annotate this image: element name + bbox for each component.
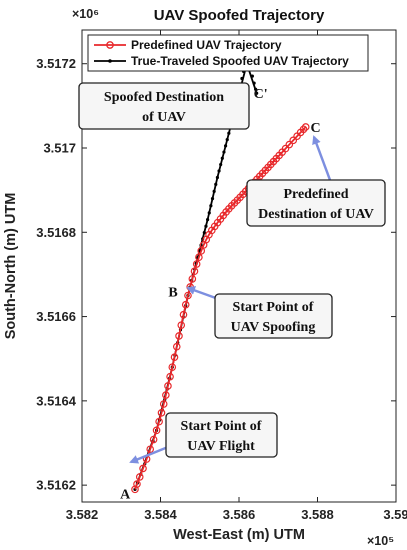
x-axis-exponent: ×10⁵ xyxy=(367,534,394,548)
spoofed-trajectory-point xyxy=(250,74,254,78)
annotation-line: Start Point of xyxy=(233,300,314,315)
predefined-trajectory-point xyxy=(285,140,294,149)
point-label: C xyxy=(310,121,320,136)
predefined-trajectory-point xyxy=(281,144,290,153)
spoofed-trajectory-point xyxy=(252,81,256,85)
predefined-trajectory-point xyxy=(195,253,203,262)
arrow-predefined-destination xyxy=(312,135,332,181)
annotation-line: Predefined xyxy=(283,187,348,202)
predefined-trajectory-point xyxy=(299,125,308,134)
x-tick-label: 3.59 xyxy=(383,507,407,522)
arrow-start-flight xyxy=(129,445,169,464)
point-label: B xyxy=(168,285,177,300)
annotation-start-spoofing: Start Point of UAV Spoofing xyxy=(214,293,333,339)
spoofed-trajectory-point xyxy=(210,196,215,201)
predefined-trajectory-point xyxy=(162,391,170,399)
annotation-line: Spoofed Destination xyxy=(104,90,224,105)
annotation-line: Start Point of xyxy=(181,419,262,434)
predefined-trajectory-point xyxy=(190,267,199,276)
predefined-trajectory-point xyxy=(170,353,179,361)
annotation-start-flight: Start Point of UAV Flight xyxy=(165,412,278,458)
predefined-trajectory-point xyxy=(146,445,155,454)
y-tick-label: 3.5172 xyxy=(36,56,76,71)
spoofed-trajectory-point xyxy=(223,144,228,148)
spoofed-trajectory-point xyxy=(217,169,221,173)
legend-marker-spoofed-dot xyxy=(108,59,112,63)
spoofed-trajectory-point xyxy=(202,230,206,235)
predefined-trajectory-point xyxy=(166,372,174,381)
spoofed-trajectory-point xyxy=(207,211,211,215)
y-axis-exponent: ×10⁶ xyxy=(72,7,99,21)
point-label: A xyxy=(120,488,131,503)
y-tick-label: 3.517 xyxy=(43,141,76,156)
spoofed-trajectory-point xyxy=(255,91,259,95)
predefined-trajectory-point xyxy=(135,473,144,481)
predefined-trajectory-point xyxy=(157,409,166,417)
point-labels: A B C C' xyxy=(120,87,320,502)
spoofed-trajectory-point xyxy=(204,224,208,228)
predefined-trajectory-point xyxy=(172,342,181,351)
spoofed-trajectory-point xyxy=(219,162,223,167)
predefined-trajectory-point xyxy=(179,310,188,319)
annotation-line: UAV Flight xyxy=(187,439,255,454)
predefined-trajectory-point xyxy=(289,136,298,145)
y-axis-label: South-North (m) UTM xyxy=(3,193,19,340)
predefined-trajectory-point xyxy=(188,275,197,283)
legend: Predefined UAV Trajectory True-Traveled … xyxy=(87,34,369,72)
spoofed-trajectory-point xyxy=(253,87,258,91)
predefined-trajectory-point xyxy=(155,417,163,426)
annotation-line: of UAV xyxy=(142,110,186,125)
predefined-trajectory-point xyxy=(152,426,161,435)
predefined-trajectory-point xyxy=(149,435,158,444)
predefined-trajectory-line xyxy=(134,126,307,490)
spoofed-trajectory-point xyxy=(222,150,226,154)
x-tick-label: 3.586 xyxy=(223,507,256,522)
predefined-trajectory-point xyxy=(175,332,183,340)
point-label: C' xyxy=(254,87,268,102)
y-tick-label: 3.5164 xyxy=(36,393,77,408)
spoofed-trajectory-point xyxy=(206,218,210,222)
x-tick-label: 3.588 xyxy=(301,507,334,522)
predefined-trajectory-point xyxy=(177,321,186,329)
spoofed-trajectory-point xyxy=(212,189,216,193)
legend-label-predefined: Predefined UAV Trajectory xyxy=(131,38,282,52)
x-tick-label: 3.582 xyxy=(66,507,99,522)
legend-label-spoofed: True-Traveled Spoofed UAV Trajectory xyxy=(131,54,349,68)
spoofed-trajectory-point xyxy=(227,131,231,135)
x-tick-label: 3.584 xyxy=(144,507,177,522)
legend-box xyxy=(87,34,369,72)
predefined-trajectory-point xyxy=(181,300,190,309)
predefined-trajectory-point xyxy=(139,464,147,473)
spoofed-trajectory-point xyxy=(240,76,244,81)
y-tick-label: 3.5162 xyxy=(36,478,76,493)
spoofed-trajectory-point xyxy=(209,204,213,208)
spoofed-trajectory-point xyxy=(214,182,218,186)
spoofed-trajectory-point xyxy=(225,137,229,142)
predefined-trajectory-point xyxy=(164,382,172,390)
annotation-spoofed-destination: Spoofed Destination of UAV xyxy=(78,82,250,130)
y-tick-label: 3.5166 xyxy=(36,309,76,324)
predefined-trajectory-point xyxy=(168,363,177,371)
annotation-line: UAV Spoofing xyxy=(231,320,316,335)
predefined-trajectory-point xyxy=(133,480,141,488)
chart-title: UAV Spoofed Trajectory xyxy=(154,7,325,24)
y-tick-label: 3.5168 xyxy=(36,225,76,240)
predefined-trajectory-point xyxy=(159,400,168,408)
legend-marker-predefined-circle xyxy=(106,41,114,49)
annotation-predefined-destination: Predefined Destination of UAV xyxy=(246,179,386,227)
spoofed-trajectory-point xyxy=(215,175,220,180)
axis-ticks: 3.582 3.584 3.586 3.588 3.59 3.5162 3.5164 3.51… xyxy=(36,30,407,522)
annotation-line: Destination of UAV xyxy=(258,207,374,222)
spoofed-trajectory-point xyxy=(220,156,224,160)
predefined-trajectory-point xyxy=(192,260,201,268)
predefined-trajectory-point xyxy=(301,123,310,131)
x-axis-label: West-East (m) UTM xyxy=(173,527,305,543)
